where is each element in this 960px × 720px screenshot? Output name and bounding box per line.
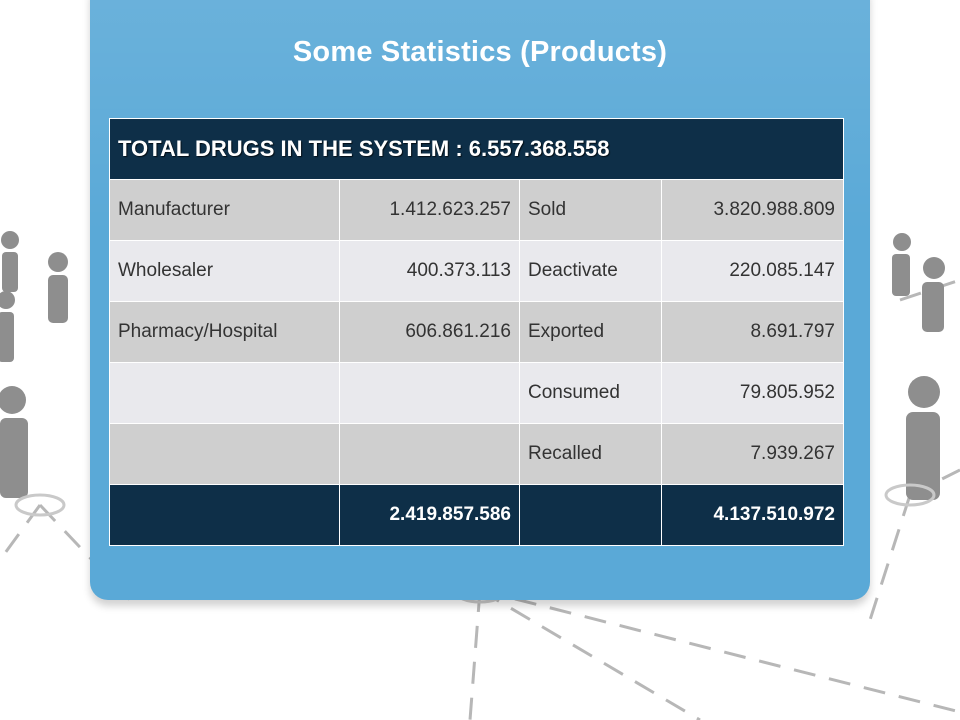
row-label-left: Pharmacy/Hospital (109, 301, 340, 363)
table-row: Pharmacy/Hospital 606.861.216 Exported 8… (109, 301, 844, 363)
total-empty-cell (519, 484, 662, 546)
network-line (468, 589, 482, 720)
row-label-right: Exported (519, 301, 662, 363)
row-label-left: Manufacturer (109, 179, 340, 241)
total-left: 2.419.857.586 (339, 484, 520, 546)
row-value-right: 3.820.988.809 (661, 179, 844, 241)
row-value-left: 400.373.113 (339, 240, 520, 302)
table-header-row: TOTAL DRUGS IN THE SYSTEM : 6.557.368.55… (109, 118, 844, 180)
row-value-right: 79.805.952 (661, 362, 844, 424)
table-row: Manufacturer 1.412.623.257 Sold 3.820.98… (109, 179, 844, 241)
person-base-ring (14, 493, 66, 517)
row-value-left (339, 423, 520, 485)
network-line (868, 494, 912, 621)
table-total-row: 2.419.857.586 4.137.510.972 (109, 484, 844, 546)
total-right: 4.137.510.972 (661, 484, 844, 546)
person-base-ring (884, 483, 936, 507)
network-line (479, 588, 960, 714)
person-figure-icon (48, 252, 68, 323)
person-figure-icon (0, 291, 15, 362)
total-drugs-header: TOTAL DRUGS IN THE SYSTEM : 6.557.368.55… (109, 118, 844, 180)
row-value-left (339, 362, 520, 424)
table-row: Wholesaler 400.373.113 Deactivate 220.08… (109, 240, 844, 302)
table-row: Consumed 79.805.952 (109, 362, 844, 424)
row-label-right: Recalled (519, 423, 662, 485)
total-empty-cell (109, 484, 340, 546)
row-label-left (109, 423, 340, 485)
person-figure-icon (922, 257, 945, 332)
row-value-right: 8.691.797 (661, 301, 844, 363)
row-value-right: 7.939.267 (661, 423, 844, 485)
row-value-left: 1.412.623.257 (339, 179, 520, 241)
person-figure-icon (892, 233, 911, 296)
statistics-table: TOTAL DRUGS IN THE SYSTEM : 6.557.368.55… (109, 118, 844, 546)
row-label-left (109, 362, 340, 424)
person-figure-icon (0, 386, 28, 498)
row-label-left: Wholesaler (109, 240, 340, 302)
row-value-right: 220.085.147 (661, 240, 844, 302)
row-label-right: Deactivate (519, 240, 662, 302)
row-label-right: Consumed (519, 362, 662, 424)
table-row: Recalled 7.939.267 (109, 423, 844, 485)
slide-title: Some Statistics (Products) (292, 36, 668, 68)
row-value-left: 606.861.216 (339, 301, 520, 363)
person-figure-icon (1, 231, 19, 292)
network-line (899, 278, 960, 302)
row-label-right: Sold (519, 179, 662, 241)
network-line (479, 588, 701, 720)
person-figure-icon (906, 376, 940, 500)
